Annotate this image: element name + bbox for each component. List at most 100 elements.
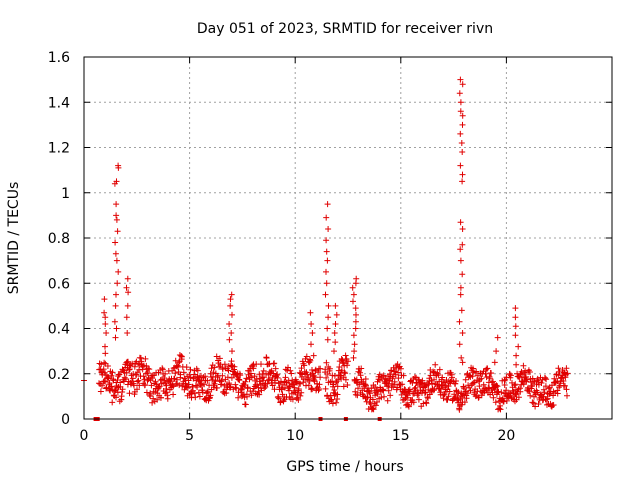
data-point bbox=[490, 394, 497, 401]
data-point bbox=[370, 406, 377, 413]
data-point bbox=[526, 369, 533, 375]
data-point bbox=[454, 392, 461, 399]
spike-point bbox=[459, 149, 466, 155]
spike-point bbox=[458, 354, 465, 361]
data-point bbox=[509, 387, 516, 394]
spike-point bbox=[512, 314, 519, 321]
data-point bbox=[340, 383, 347, 390]
data-point bbox=[483, 366, 490, 373]
data-point bbox=[317, 365, 324, 372]
data-point bbox=[146, 366, 153, 373]
data-point bbox=[563, 365, 570, 372]
tick-labels: 0 5 10 15 20 0 0.2 0.4 0.6 0.8 1 1.2 1.4 1.6 bbox=[48, 50, 516, 444]
spike-point bbox=[124, 302, 131, 309]
data-point bbox=[539, 397, 546, 404]
data-point bbox=[503, 397, 510, 404]
data-point bbox=[298, 389, 305, 396]
data-point bbox=[218, 377, 225, 384]
data-point bbox=[378, 394, 385, 401]
data-point bbox=[423, 400, 430, 407]
data-point bbox=[541, 389, 548, 396]
data-point bbox=[488, 370, 495, 377]
data-point bbox=[342, 370, 349, 377]
data-point bbox=[461, 399, 468, 406]
spike-point bbox=[512, 323, 519, 330]
data-point bbox=[187, 366, 194, 373]
data-point bbox=[125, 358, 131, 365]
data-point bbox=[543, 396, 550, 403]
data-point bbox=[152, 378, 159, 385]
data-point bbox=[177, 371, 184, 378]
data-point bbox=[517, 388, 524, 395]
y-tick-label: 1.2 bbox=[48, 141, 70, 157]
data-point bbox=[228, 358, 235, 365]
spike-point bbox=[515, 343, 522, 350]
spike-point bbox=[323, 248, 330, 255]
data-point bbox=[212, 378, 219, 385]
data-point bbox=[425, 395, 431, 402]
data-point bbox=[295, 386, 302, 392]
data-point bbox=[176, 359, 182, 366]
spike-point bbox=[351, 341, 358, 348]
spike-point bbox=[350, 291, 357, 298]
spike-point bbox=[350, 298, 356, 305]
data-point bbox=[497, 406, 504, 413]
data-point bbox=[515, 394, 522, 401]
spike-point bbox=[332, 321, 339, 327]
spike-point bbox=[349, 284, 356, 291]
data-point bbox=[401, 386, 408, 393]
spike-point bbox=[331, 348, 337, 355]
spike-point bbox=[332, 302, 339, 309]
data-point bbox=[303, 369, 310, 376]
data-point bbox=[352, 388, 359, 395]
data-point bbox=[311, 374, 318, 381]
spike-point bbox=[227, 296, 234, 303]
spike-point bbox=[324, 325, 331, 332]
spike-point bbox=[459, 330, 466, 336]
spike-point bbox=[323, 280, 330, 287]
data-point bbox=[256, 391, 263, 398]
data-point bbox=[196, 393, 203, 400]
data-point bbox=[323, 374, 330, 381]
y-tick-label: 0.4 bbox=[48, 322, 70, 338]
spike-point bbox=[512, 305, 519, 312]
data-point bbox=[111, 388, 118, 395]
data-point bbox=[384, 397, 391, 404]
data-point bbox=[490, 378, 496, 385]
data-point bbox=[337, 372, 344, 379]
data-point bbox=[236, 377, 243, 384]
data-point bbox=[244, 393, 250, 400]
data-point bbox=[249, 362, 256, 369]
spike-point bbox=[459, 241, 466, 248]
spike-point bbox=[351, 348, 358, 355]
data-point bbox=[559, 375, 566, 382]
spike-point bbox=[102, 343, 108, 350]
data-point bbox=[385, 387, 392, 394]
data-point bbox=[395, 369, 402, 376]
data-point bbox=[282, 374, 289, 381]
x-tick-label: 0 bbox=[80, 428, 89, 444]
data-point bbox=[142, 355, 149, 362]
data-point bbox=[275, 395, 282, 402]
data-point bbox=[435, 372, 442, 378]
data-point bbox=[307, 357, 314, 364]
y-tick-label: 1 bbox=[61, 186, 70, 202]
data-point bbox=[260, 374, 267, 381]
x-axis-label: GPS time / hours bbox=[286, 459, 403, 475]
data-point bbox=[271, 360, 278, 367]
data-point bbox=[470, 379, 477, 386]
spike-point bbox=[113, 201, 120, 208]
data-point bbox=[364, 394, 371, 401]
data-point bbox=[387, 392, 394, 399]
spike-point bbox=[124, 275, 131, 282]
data-point bbox=[543, 376, 550, 383]
spike-point bbox=[228, 330, 235, 336]
spike-point bbox=[101, 309, 108, 316]
data-point bbox=[328, 396, 335, 403]
data-point bbox=[366, 388, 373, 395]
data-point bbox=[476, 383, 483, 390]
spike-point bbox=[350, 332, 357, 339]
data-point bbox=[322, 385, 329, 392]
data-point bbox=[436, 366, 443, 373]
data-point bbox=[555, 365, 562, 372]
